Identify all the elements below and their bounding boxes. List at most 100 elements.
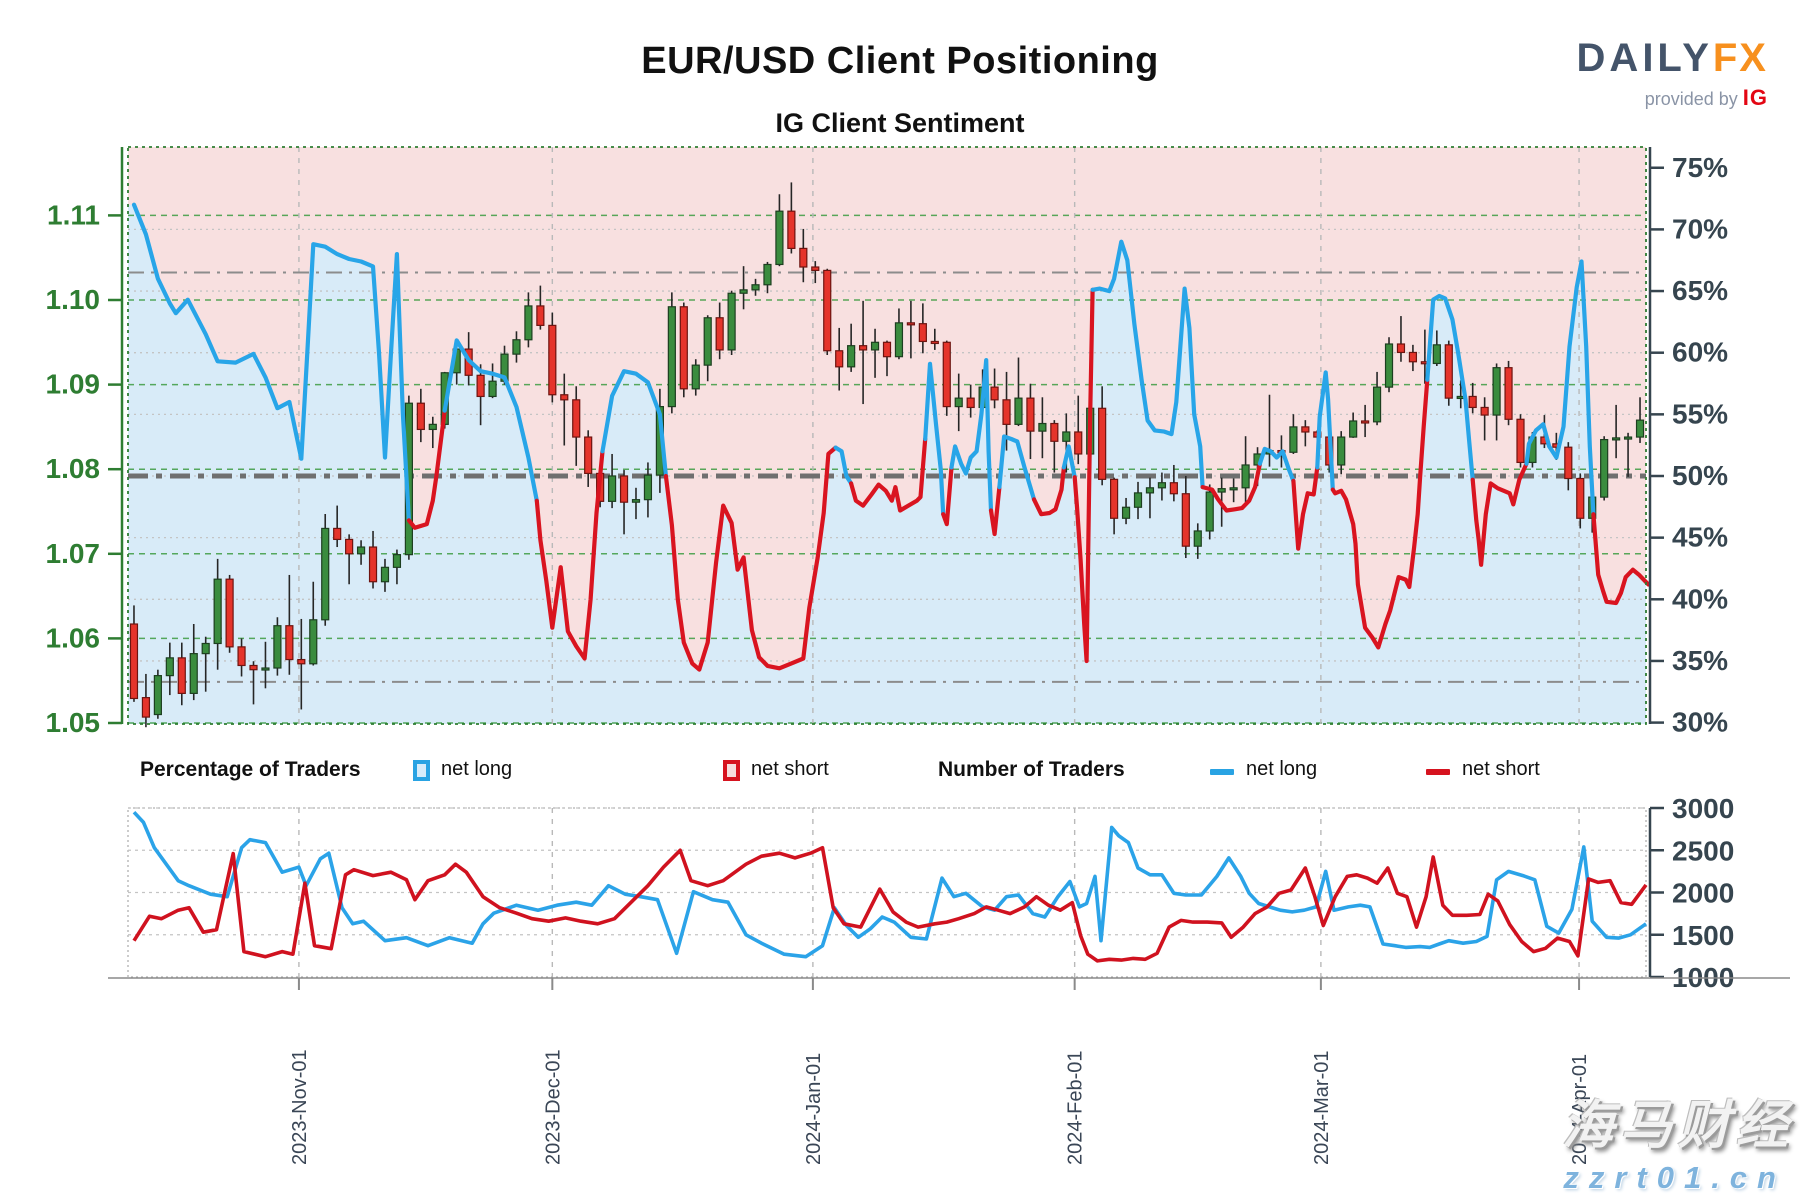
- candle-up: [1349, 420, 1358, 438]
- price-axis-label: 1.11: [47, 199, 100, 230]
- count-axis-label: 2000: [1672, 878, 1734, 909]
- logo-fx-text: FX: [1712, 36, 1768, 80]
- logo-daily-text: DAILY: [1576, 36, 1713, 80]
- candle-up: [309, 619, 318, 665]
- net-long-count-line: [132, 810, 1648, 959]
- net-long-pct-line: [1061, 444, 1077, 480]
- net-short-pct-line: [941, 465, 954, 527]
- candle-down: [1408, 351, 1418, 363]
- candle-up: [1241, 464, 1250, 489]
- candle-down: [1564, 446, 1573, 480]
- candle-down: [679, 306, 688, 390]
- candle-down: [177, 657, 186, 694]
- candle-up: [321, 527, 330, 621]
- x-axis-date-label: 2024-Mar-01: [1311, 1050, 1333, 1165]
- price-axis-label: 1.07: [46, 538, 101, 569]
- candle-up: [1623, 436, 1633, 440]
- candle-up: [1612, 437, 1621, 441]
- candle-down: [1361, 420, 1370, 424]
- candle-up: [488, 380, 497, 398]
- candle-down: [823, 269, 832, 352]
- sentiment-area-long-bg: [128, 204, 1649, 724]
- net-short-pct-line: [1200, 461, 1262, 513]
- net-short-pct-line: [1291, 465, 1320, 551]
- candle-down: [906, 322, 916, 326]
- candle-down: [249, 664, 258, 671]
- price-axis-label: 1.08: [46, 453, 101, 484]
- candle-down: [1098, 407, 1107, 480]
- x-axis-date-label: 2024-Apr-01: [1569, 1054, 1591, 1165]
- net-long-pct-line: [1425, 293, 1475, 482]
- candle-up: [1384, 343, 1394, 388]
- candle-up: [524, 305, 533, 341]
- legend-net-short-pct-swatch: [723, 760, 740, 781]
- candle-down: [536, 305, 545, 326]
- candle-down: [835, 350, 844, 368]
- net-long-pct-line: [1090, 239, 1205, 490]
- legend-percentage-header: Percentage of Traders: [140, 758, 361, 781]
- candle-down: [333, 527, 342, 541]
- candle-down: [1444, 344, 1453, 399]
- net-long-pct-line: [923, 361, 946, 517]
- candle-down: [858, 345, 868, 351]
- candle-down: [572, 399, 581, 438]
- candle-up: [763, 263, 772, 286]
- candle-down: [1169, 482, 1178, 495]
- candle-down: [141, 697, 151, 718]
- candle-down: [285, 625, 294, 661]
- candle-down: [297, 658, 306, 665]
- pct-axis-label: 50%: [1672, 460, 1728, 491]
- candle-down: [1110, 478, 1119, 519]
- candle-up: [643, 474, 653, 501]
- candle-up: [153, 675, 162, 716]
- candle-up: [691, 364, 700, 390]
- watermark-url: zzrt01.cn: [1563, 1160, 1786, 1195]
- x-axis-date-label: 2023-Nov-01: [289, 1049, 311, 1165]
- candle-up: [1432, 344, 1441, 365]
- candle-up: [1492, 367, 1501, 416]
- candle-up: [392, 554, 402, 568]
- x-axis-date-label: 2023-Dec-01: [542, 1049, 564, 1165]
- ig-logo: IG: [1742, 85, 1768, 110]
- candle-up: [1133, 492, 1143, 508]
- candle-up: [1372, 386, 1382, 423]
- net-short-pct-line: [1330, 377, 1430, 650]
- net-short-pct-line: [849, 436, 928, 513]
- candle-up: [607, 475, 617, 502]
- candle-down: [1516, 418, 1525, 464]
- net-long-pct-line: [949, 358, 994, 513]
- candle-up: [727, 292, 736, 351]
- candle-up: [894, 322, 904, 358]
- candle-down: [787, 210, 796, 249]
- candle-up: [631, 499, 641, 503]
- x-axis-date-label: 2024-Feb-01: [1065, 1050, 1087, 1165]
- candle-up: [1193, 530, 1202, 547]
- candle-down: [1181, 493, 1190, 547]
- net-long-pct-line: [1524, 259, 1596, 517]
- candle-down: [225, 578, 234, 648]
- chart-subtitle: IG Client Sentiment: [775, 108, 1025, 138]
- price-axis-label: 1.09: [46, 369, 101, 400]
- candle-up: [428, 423, 437, 431]
- price-axis-label: 1.10: [46, 284, 101, 315]
- candle-down: [560, 394, 569, 401]
- candle-up: [751, 284, 760, 291]
- pct-axis-label: 60%: [1672, 337, 1728, 368]
- candle-up: [1600, 438, 1609, 498]
- pct-axis-label: 40%: [1672, 583, 1728, 614]
- candle-down: [1026, 397, 1035, 432]
- net-long-pct-line: [600, 369, 668, 479]
- dailyfx-logo: DAILYFX provided by IG: [1577, 38, 1768, 109]
- candle-down: [1002, 399, 1011, 425]
- candle-down: [1504, 367, 1513, 420]
- candle-down: [476, 374, 485, 398]
- net-short-pct-line: [1031, 465, 1066, 517]
- candle-up: [380, 566, 390, 583]
- pct-axis-label: 65%: [1672, 275, 1728, 306]
- legend-number-header: Number of Traders: [938, 758, 1125, 781]
- candle-down: [416, 402, 425, 431]
- pct-axis-label: 45%: [1672, 522, 1728, 553]
- candle-down: [368, 546, 378, 583]
